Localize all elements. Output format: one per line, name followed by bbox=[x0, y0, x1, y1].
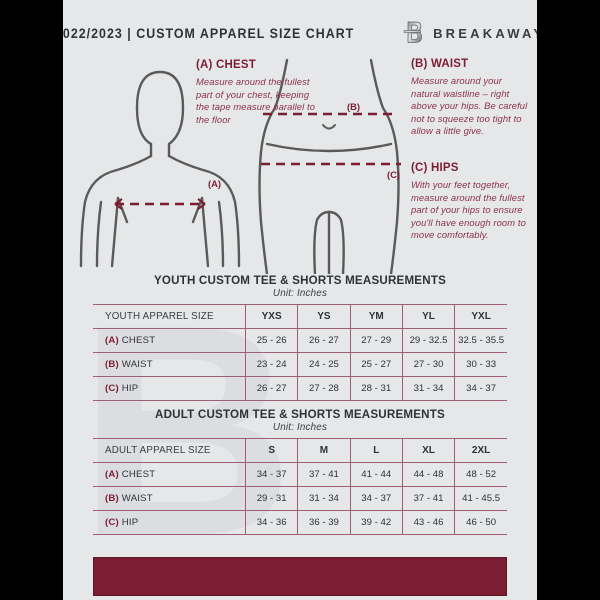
adult-hip-4: 46 - 50 bbox=[454, 510, 507, 535]
adult-size-table: ADULT APPAREL SIZE S M L XL 2XL (A) CHES… bbox=[93, 438, 507, 535]
youth-table-unit: Unit: Inches bbox=[272, 288, 328, 299]
adult-hip-3: 43 - 46 bbox=[401, 510, 456, 535]
youth-table-title: YOUTH CUSTOM TEE & SHORTS MEASUREMENTS bbox=[153, 274, 447, 287]
table-header-row: ADULT APPAREL SIZE S M L XL 2XL bbox=[93, 438, 507, 463]
youth-row-label-chest: (A) CHEST bbox=[93, 328, 246, 353]
hips-marker-label: (C) bbox=[387, 169, 401, 180]
page-header: 2022/2023 | CUSTOM APPAREL SIZE CHART BR… bbox=[63, 18, 537, 48]
youth-size-table: YOUTH APPAREL SIZE YXS YS YM YL YXL (A) … bbox=[93, 304, 507, 401]
adult-hip-1: 36 - 39 bbox=[297, 510, 351, 535]
chest-measure-line bbox=[114, 198, 206, 210]
adult-waist-2: 34 - 37 bbox=[349, 486, 403, 511]
adult-waist-1: 31 - 34 bbox=[297, 486, 351, 511]
adult-chest-4: 48 - 52 bbox=[454, 462, 507, 487]
table-row: (B) WAIST 29 - 31 31 - 34 34 - 37 37 - 4… bbox=[93, 486, 507, 511]
adult-chest-0: 34 - 37 bbox=[244, 462, 299, 487]
youth-row-label-hip: (C) HIP bbox=[93, 376, 246, 401]
callout-chest-title: (A) CHEST bbox=[196, 59, 256, 71]
youth-row-label-waist: (B) WAIST bbox=[93, 352, 246, 377]
adult-hip-0: 34 - 36 bbox=[244, 510, 299, 535]
callout-hips-text: With your feet together, measure around … bbox=[411, 179, 526, 241]
callout-waist-text: Measure around your natural waistline – … bbox=[411, 75, 528, 137]
adult-col-0: S bbox=[244, 438, 299, 463]
table-row: (A) CHEST 25 - 26 26 - 27 27 - 29 29 - 3… bbox=[93, 328, 507, 353]
adult-table-title: ADULT CUSTOM TEE & SHORTS MEASUREMENTS bbox=[155, 408, 445, 421]
adult-col-4: 2XL bbox=[454, 438, 507, 463]
table-row: (B) WAIST 23 - 24 24 - 25 25 - 27 27 - 3… bbox=[93, 352, 507, 377]
breakaway-b-logo-icon bbox=[403, 21, 423, 43]
size-chart-page: B 2022/2023 | CUSTOM APPAREL SIZE CHART … bbox=[63, 0, 537, 600]
youth-hip-1: 27 - 28 bbox=[297, 376, 351, 401]
youth-hip-0: 26 - 27 bbox=[244, 376, 299, 401]
row-marker: (B) bbox=[105, 359, 119, 370]
callout-chest: (A) CHEST Measure around the fullest par… bbox=[196, 59, 316, 126]
youth-chest-4: 32.5 - 35.5 bbox=[454, 328, 507, 353]
row-label: CHEST bbox=[121, 335, 156, 346]
youth-waist-0: 23 - 24 bbox=[244, 352, 299, 377]
adult-table-unit: Unit: Inches bbox=[272, 422, 328, 433]
header-title: 2022/2023 | CUSTOM APPAREL SIZE CHART bbox=[63, 25, 355, 41]
adult-col-1: M bbox=[297, 438, 351, 463]
adult-chest-1: 37 - 41 bbox=[297, 462, 351, 487]
adult-chest-3: 44 - 48 bbox=[401, 462, 456, 487]
brand-logo: BREAKAWAY bbox=[402, 20, 537, 46]
youth-row-header: YOUTH APPAREL SIZE bbox=[93, 304, 246, 329]
youth-col-0: YXS bbox=[244, 304, 299, 329]
adult-chest-2: 41 - 44 bbox=[349, 462, 403, 487]
youth-waist-2: 25 - 27 bbox=[349, 352, 403, 377]
body-figures-illustration bbox=[79, 58, 401, 274]
row-label: WAIST bbox=[121, 359, 153, 370]
youth-col-2: YM bbox=[349, 304, 403, 329]
adult-row-label-waist: (B) WAIST bbox=[93, 486, 246, 511]
adult-col-2: L bbox=[349, 438, 403, 463]
youth-col-1: YS bbox=[297, 304, 351, 329]
adult-waist-3: 37 - 41 bbox=[401, 486, 456, 511]
row-marker: (B) bbox=[105, 493, 119, 504]
callout-waist: (B) WAIST Measure around your natural wa… bbox=[411, 58, 533, 138]
adult-hip-2: 39 - 42 bbox=[349, 510, 403, 535]
adult-row-header: ADULT APPAREL SIZE bbox=[93, 438, 246, 463]
row-label: CHEST bbox=[121, 469, 156, 480]
table-row: (C) HIP 26 - 27 27 - 28 28 - 31 31 - 34 … bbox=[93, 376, 507, 401]
row-marker: (A) bbox=[105, 335, 119, 346]
youth-size-table-block: YOUTH CUSTOM TEE & SHORTS MEASUREMENTS U… bbox=[93, 274, 507, 401]
callout-hips-title: (C) HIPS bbox=[411, 162, 459, 174]
measurement-diagram: (A) (B) (C) (A) CHEST Measure around the… bbox=[63, 52, 537, 274]
youth-waist-1: 24 - 25 bbox=[297, 352, 351, 377]
table-header-row: YOUTH APPAREL SIZE YXS YS YM YL YXL bbox=[93, 304, 507, 329]
adult-waist-0: 29 - 31 bbox=[244, 486, 299, 511]
table-row: (C) HIP 34 - 36 36 - 39 39 - 42 43 - 46 … bbox=[93, 510, 507, 535]
youth-chest-0: 25 - 26 bbox=[244, 328, 299, 353]
row-marker: (C) bbox=[105, 517, 119, 528]
youth-chest-1: 26 - 27 bbox=[297, 328, 351, 353]
row-marker: (C) bbox=[105, 383, 119, 394]
footer-accent-bar bbox=[93, 557, 507, 596]
row-label: WAIST bbox=[121, 493, 153, 504]
table-row: (A) CHEST 34 - 37 37 - 41 41 - 44 44 - 4… bbox=[93, 462, 507, 487]
row-label: HIP bbox=[121, 517, 139, 528]
youth-waist-4: 30 - 33 bbox=[454, 352, 507, 377]
callout-chest-text: Measure around the fullest part of your … bbox=[196, 76, 316, 125]
callout-waist-title: (B) WAIST bbox=[411, 58, 469, 70]
youth-col-3: YL bbox=[401, 304, 456, 329]
row-label: HIP bbox=[121, 383, 139, 394]
adult-size-table-block: ADULT CUSTOM TEE & SHORTS MEASUREMENTS U… bbox=[93, 408, 507, 535]
callout-hips: (C) HIPS With your feet together, measur… bbox=[411, 162, 533, 242]
adult-row-label-hip: (C) HIP bbox=[93, 510, 246, 535]
row-marker: (A) bbox=[105, 469, 119, 480]
waist-marker-label: (B) bbox=[347, 101, 361, 112]
youth-hip-2: 28 - 31 bbox=[349, 376, 403, 401]
brand-name: BREAKAWAY bbox=[433, 25, 537, 41]
chest-marker-label: (A) bbox=[208, 178, 222, 189]
youth-chest-2: 27 - 29 bbox=[349, 328, 403, 353]
adult-row-label-chest: (A) CHEST bbox=[93, 462, 246, 487]
youth-chest-3: 29 - 32.5 bbox=[401, 328, 456, 353]
adult-waist-4: 41 - 45.5 bbox=[454, 486, 507, 511]
adult-col-3: XL bbox=[401, 438, 456, 463]
youth-col-4: YXL bbox=[454, 304, 507, 329]
youth-waist-3: 27 - 30 bbox=[401, 352, 456, 377]
youth-hip-4: 34 - 37 bbox=[454, 376, 507, 401]
youth-hip-3: 31 - 34 bbox=[401, 376, 456, 401]
